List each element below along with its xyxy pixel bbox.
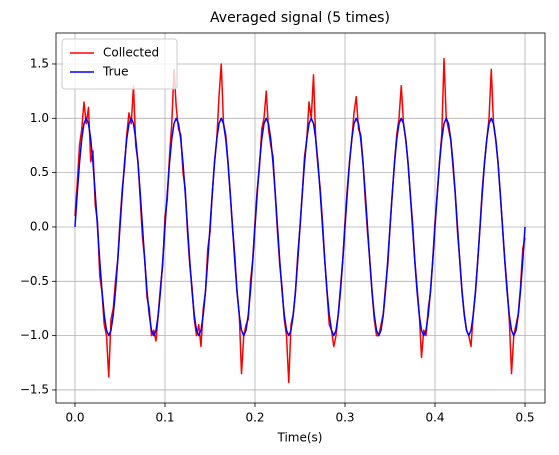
y-tick-label: 0.5 (30, 165, 49, 179)
x-tick-label: 0.4 (425, 411, 444, 425)
legend-label: Collected (103, 46, 159, 60)
y-tick-label: −1.0 (20, 328, 49, 342)
y-tick-label: 1.5 (30, 56, 49, 70)
y-tick-label: −0.5 (20, 274, 49, 288)
chart-title: Averaged signal (5 times) (210, 10, 390, 26)
x-tick-label: 0.3 (335, 411, 354, 425)
legend-label: True (102, 65, 129, 79)
plot-frame (55, 32, 546, 404)
x-tick-label: 0.5 (515, 411, 534, 425)
data-line (74, 117, 526, 337)
x-tick-label: 0.1 (155, 411, 174, 425)
x-axis-label: Time(s) (277, 431, 323, 445)
legend-box (61, 38, 178, 90)
y-tick-label: 0.0 (30, 219, 49, 233)
x-tick-label: 0.2 (245, 411, 264, 425)
y-tick-label: 1.0 (30, 111, 49, 125)
x-tick-label: 0.0 (65, 411, 84, 425)
y-tick-label: −1.5 (20, 382, 49, 396)
